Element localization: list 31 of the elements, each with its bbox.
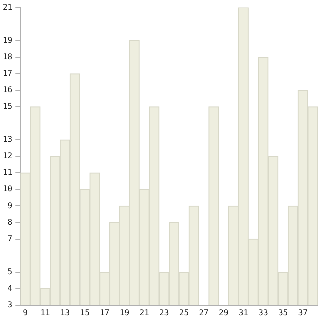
x-tick-label: 33 xyxy=(258,308,268,318)
y-tick-label: 17 xyxy=(2,69,13,78)
y-tick-label: 8 xyxy=(8,218,13,227)
y-tick-label: 9 xyxy=(8,201,13,210)
x-tick-label: 21 xyxy=(140,308,150,318)
y-tick-label: 7 xyxy=(8,234,13,244)
x-tick-label: 25 xyxy=(179,308,190,318)
y-tick-label: 19 xyxy=(2,36,13,45)
x-tick-label: 17 xyxy=(100,308,110,318)
x-tick-label: 11 xyxy=(40,308,50,318)
x-tick-label: 15 xyxy=(80,308,90,318)
y-tick-label: 3 xyxy=(8,300,13,310)
y-tick-label: 15 xyxy=(2,102,13,112)
y-tick-label: 5 xyxy=(8,267,13,276)
y-tick-label: 16 xyxy=(2,86,13,95)
y-tick-label: 4 xyxy=(8,284,13,293)
x-tick-label: 9 xyxy=(23,308,28,318)
y-tick-label: 10 xyxy=(2,184,13,194)
x-tick-label: 35 xyxy=(278,308,288,318)
x-tick-label: 23 xyxy=(160,308,170,318)
y-tick-label: 18 xyxy=(2,52,13,62)
x-tick-label: 27 xyxy=(199,308,210,318)
x-tick-label: 29 xyxy=(219,308,229,318)
y-tick-label: 21 xyxy=(2,2,13,12)
y-tick-label: 12 xyxy=(2,152,13,161)
y-tick-label: 13 xyxy=(2,135,13,144)
x-tick-label: 13 xyxy=(60,308,70,318)
x-tick-label: 37 xyxy=(298,308,308,318)
y-tick-label: 11 xyxy=(2,168,13,178)
x-tick-label: 31 xyxy=(238,308,249,318)
x-tick-label: 19 xyxy=(120,308,130,318)
